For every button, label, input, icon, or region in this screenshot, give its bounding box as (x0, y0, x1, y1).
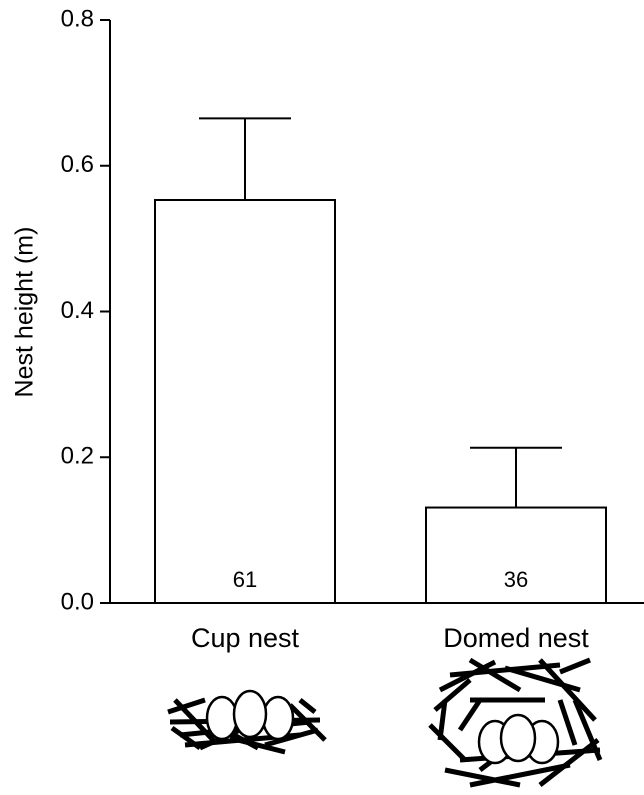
sample-size-label: 36 (504, 567, 528, 592)
cup-nest-illustration (167, 689, 327, 755)
bar (154, 199, 336, 604)
domed-nest-illustration (428, 657, 603, 788)
x-tick-label: Domed nest (443, 623, 589, 653)
bar (425, 506, 607, 604)
y-tick-label: 0.6 (61, 151, 94, 178)
x-tick-label: Cup nest (191, 623, 300, 653)
y-tick-label: 0.4 (61, 297, 94, 324)
y-tick-label: 0.0 (61, 588, 94, 615)
y-tick-label: 0.8 (61, 5, 94, 32)
y-axis-label: Nest height (m) (11, 227, 39, 398)
sample-size-label: 61 (233, 567, 257, 592)
y-tick-label: 0.2 (61, 443, 94, 470)
